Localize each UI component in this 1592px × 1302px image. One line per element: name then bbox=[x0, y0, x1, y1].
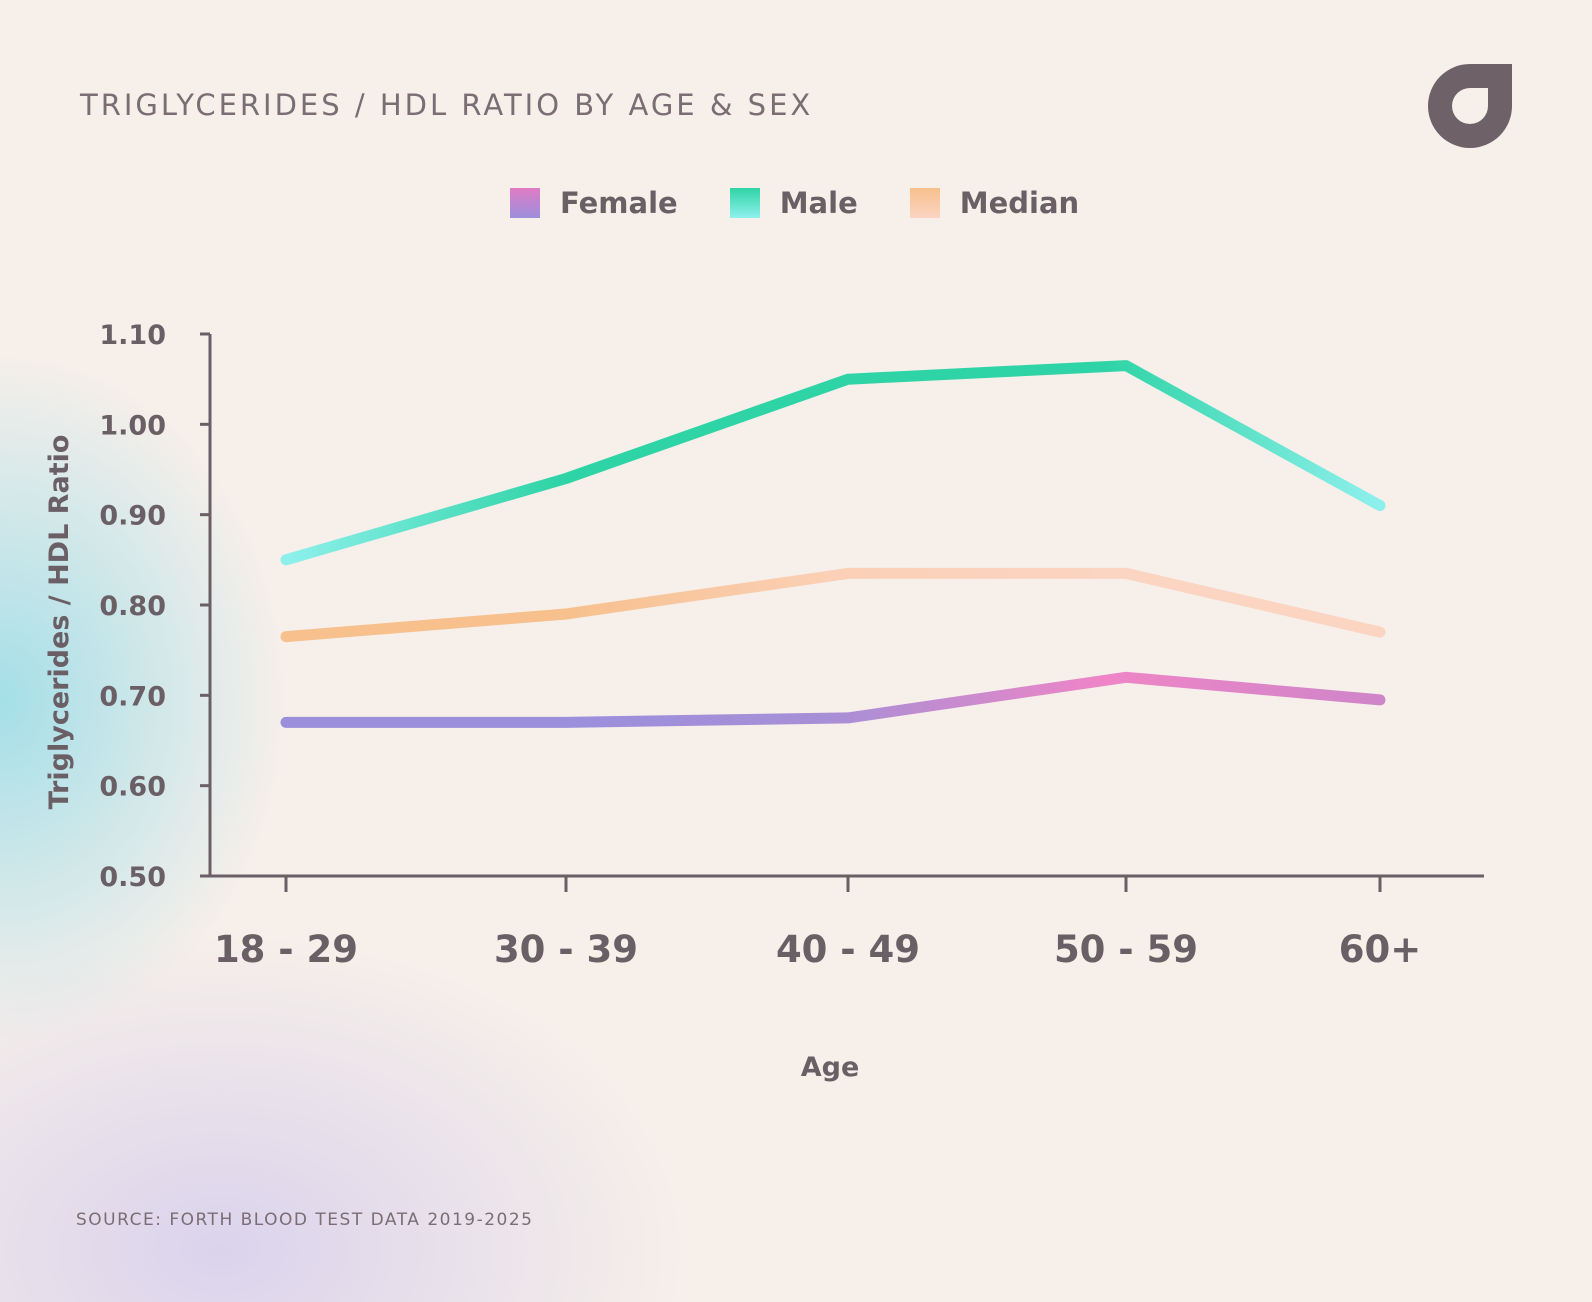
y-tick-label: 0.60 bbox=[99, 772, 166, 803]
series-line-median bbox=[280, 567, 1386, 643]
legend-item-median: Median bbox=[909, 186, 1080, 220]
y-tick-label: 0.50 bbox=[99, 862, 166, 893]
series-layer bbox=[280, 360, 1386, 728]
legend-item-male: Male bbox=[729, 186, 858, 220]
x-tick-label: 50 - 59 bbox=[1054, 928, 1198, 971]
y-tick-label: 1.10 bbox=[99, 320, 166, 351]
chart-legend: Female Male Median bbox=[510, 186, 1131, 220]
source-note: SOURCE: FORTH BLOOD TEST DATA 2019-2025 bbox=[76, 1210, 534, 1230]
chart-title: TRIGLYCERIDES / HDL RATIO BY AGE & SEX bbox=[80, 88, 814, 122]
brand-logo-icon bbox=[1428, 64, 1512, 148]
legend-swatch-median bbox=[909, 188, 940, 218]
series-line-female bbox=[280, 671, 1386, 728]
y-tick-label: 0.70 bbox=[99, 681, 166, 712]
x-axis-ticks: 18 - 29 30 - 39 40 - 49 50 - 59 60+ bbox=[214, 876, 1421, 971]
legend-label-median: Median bbox=[959, 186, 1080, 220]
x-tick-label: 60+ bbox=[1339, 928, 1422, 971]
legend-item-female: Female bbox=[510, 186, 678, 220]
y-axis-ticks: 0.50 0.60 0.70 0.80 0.90 1.00 1.10 bbox=[99, 320, 210, 893]
legend-label-male: Male bbox=[779, 186, 858, 220]
y-axis-label: Triglycerides / HDL Ratio bbox=[44, 435, 75, 810]
y-tick-label: 0.80 bbox=[99, 591, 166, 622]
x-tick-label: 40 - 49 bbox=[776, 928, 920, 971]
y-tick-label: 0.90 bbox=[99, 501, 166, 532]
x-tick-label: 30 - 39 bbox=[494, 928, 638, 971]
series-line-male bbox=[280, 360, 1386, 566]
legend-swatch-female bbox=[510, 188, 540, 218]
legend-label-female: Female bbox=[560, 186, 678, 220]
x-axis-label: Age bbox=[801, 1052, 860, 1083]
x-tick-label: 18 - 29 bbox=[214, 928, 358, 971]
y-tick-label: 1.00 bbox=[99, 410, 166, 441]
legend-swatch-male bbox=[729, 188, 760, 218]
